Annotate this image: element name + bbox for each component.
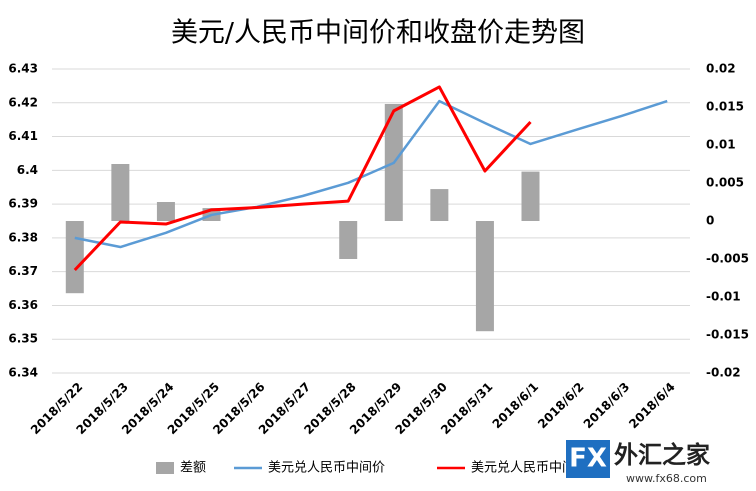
bar <box>156 202 175 221</box>
chart-title: 美元/人民币中间价和收盘价走势图 <box>171 18 585 49</box>
y-tick-label: 6.39 <box>8 197 38 211</box>
bar <box>339 221 358 259</box>
y-tick-label: 6.36 <box>8 298 38 312</box>
y2-tick-label: -0.01 <box>706 290 741 304</box>
y2-tick-label: -0.015 <box>706 328 749 342</box>
y-tick-label: 6.43 <box>8 62 38 76</box>
y2-tick-label: 0.01 <box>706 138 736 152</box>
line <box>73 85 532 272</box>
y-tick-label: 6.37 <box>8 264 38 278</box>
y-tick-label: 6.35 <box>8 332 38 346</box>
logo-box <box>566 440 610 478</box>
line <box>74 99 668 249</box>
legend-label: 差额 <box>180 461 206 476</box>
y2-tick-label: 0.015 <box>706 100 744 114</box>
logo-mark: FX <box>569 444 607 474</box>
y-tick-label: 6.42 <box>8 95 38 109</box>
y-tick-label: 6.41 <box>8 129 38 143</box>
y2-tick-label: 0 <box>706 214 714 228</box>
y-tick-label: 6.34 <box>8 366 38 380</box>
legend-label: 美元兑人民币中间价 <box>471 461 588 476</box>
bar <box>521 171 540 221</box>
y-tick-label: 6.4 <box>17 163 38 177</box>
logo-name: 外汇之家 <box>614 441 710 469</box>
bar <box>475 221 494 332</box>
logo-url: www.fx68.com <box>626 472 707 485</box>
y-tick-label: 6.38 <box>8 230 38 244</box>
y2-tick-label: 0.02 <box>706 62 736 76</box>
bar <box>65 221 84 294</box>
y2-tick-label: -0.005 <box>706 252 749 266</box>
bar <box>111 164 130 221</box>
bar <box>430 189 449 221</box>
y2-tick-label: -0.02 <box>706 366 741 380</box>
legend-label: 美元兑人民币中间价 <box>268 461 385 476</box>
legend-swatch <box>156 462 174 474</box>
y2-tick-label: 0.005 <box>706 176 744 190</box>
